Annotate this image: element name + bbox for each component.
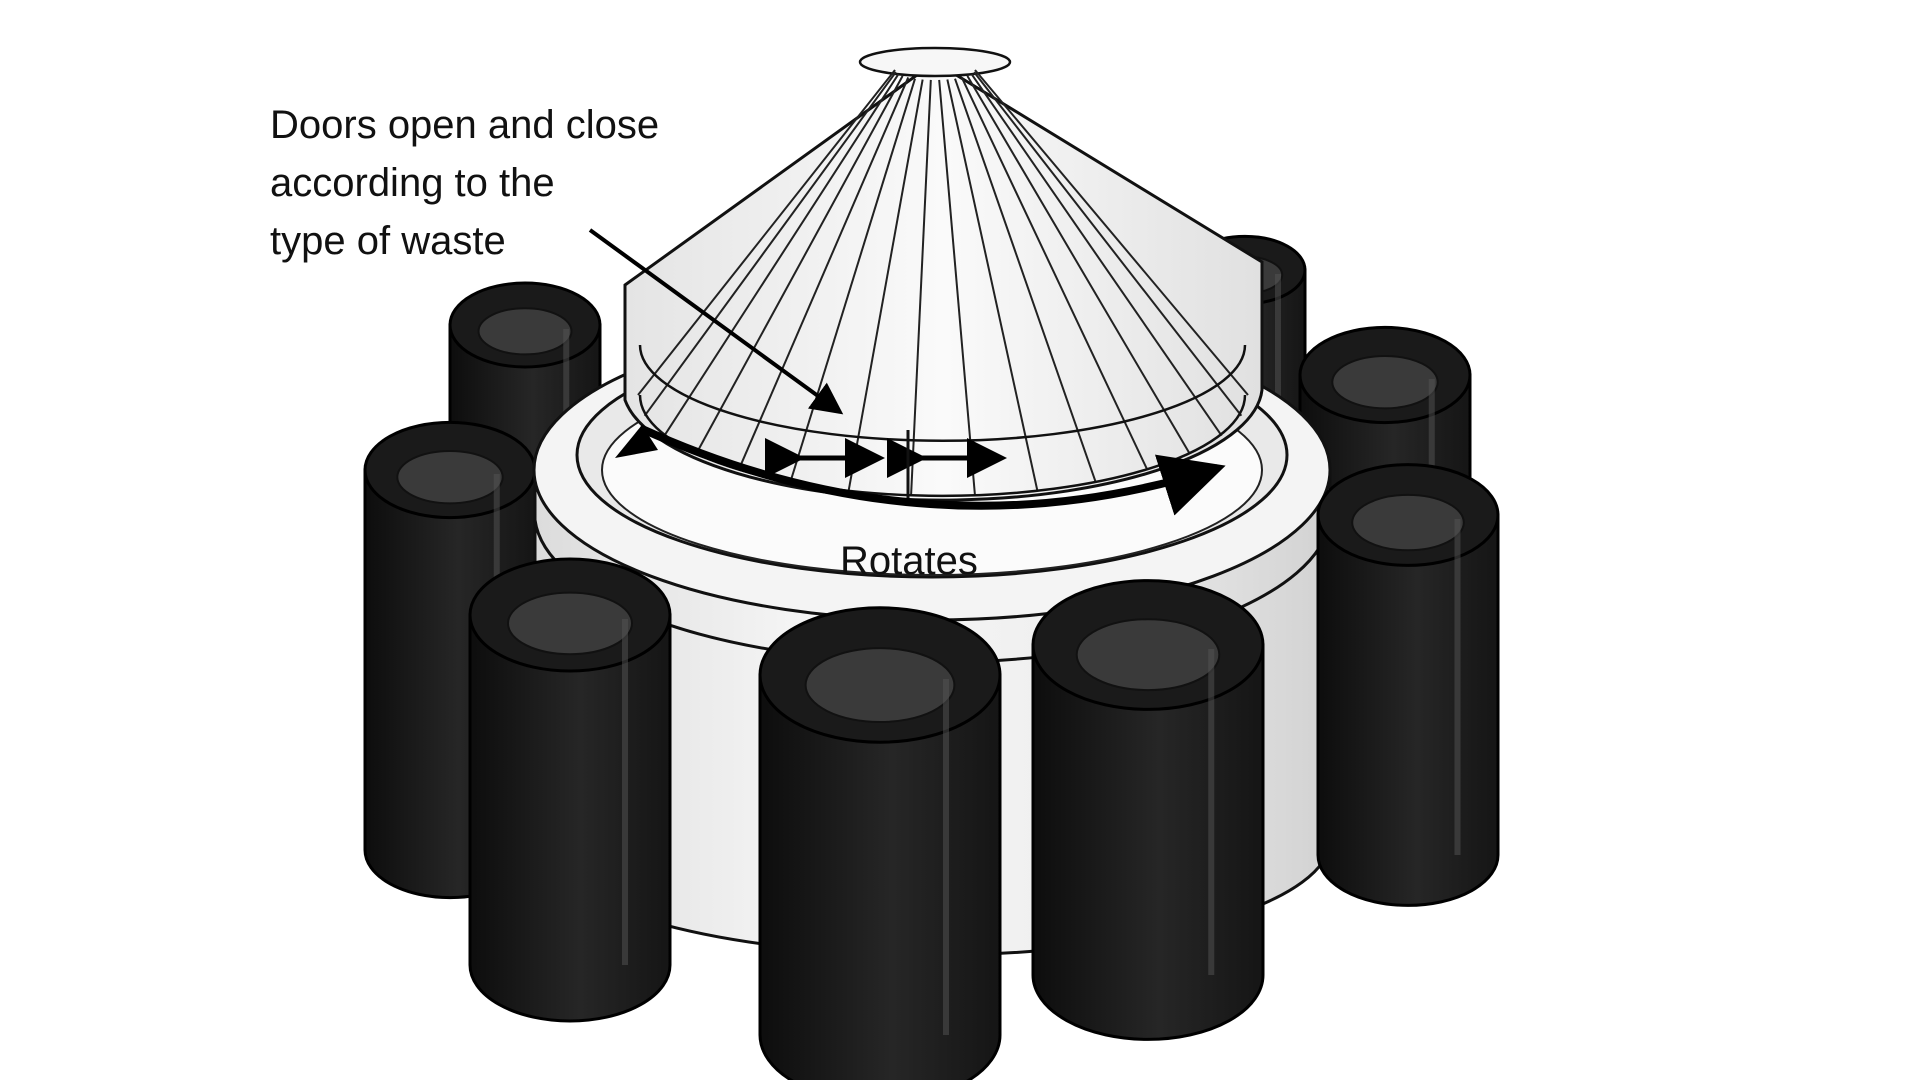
cone-rib [973,71,1243,417]
waste-bin [468,557,672,1023]
doors-label-line2: according to the [270,161,555,205]
cone-rib [938,79,976,495]
cone-rib [910,79,932,495]
waste-bin [1031,579,1265,1041]
waste-bin-opening [1075,618,1221,692]
waste-bin [758,606,1002,1080]
cone-rib [695,75,904,455]
waste-bin [1316,463,1500,907]
door-arrows [765,430,1007,505]
cone-rib [960,77,1148,470]
cone-rib [970,73,1223,437]
waste-bin-body [1316,513,1500,907]
waste-bin-opening [396,449,504,505]
bins-front [468,463,1500,1080]
cone-rib [946,79,1039,491]
doors-leader-line [588,228,844,415]
cone-rib [643,71,897,417]
waste-bin-opening [477,307,573,356]
waste-bin-body [1031,643,1265,1041]
rotation-arrow [638,424,1226,516]
waste-bin-body [468,613,672,1023]
waste-bin-body [758,673,1002,1080]
cone-rib [954,78,1097,482]
sorting-cone [623,46,1264,502]
waste-bin-opening [1351,493,1465,552]
waste-bin-opening [1331,354,1439,410]
cone-rib [737,77,910,470]
cone-rib [663,73,900,437]
waste-bin-opening [507,591,633,656]
cone-rib [966,75,1191,455]
rotation-arrow-tail [615,425,658,458]
doors-label-line3: type of waste [270,219,506,263]
waste-bin-opening [804,647,956,724]
cone-rib [789,78,916,482]
doors-label-line1: Doors open and close [270,103,659,147]
cone-rib [974,69,1249,396]
cone-rib [637,69,896,396]
rotates-label: Rotates [840,539,978,583]
cone-ribs [637,69,1249,495]
cone-rib [847,79,924,491]
